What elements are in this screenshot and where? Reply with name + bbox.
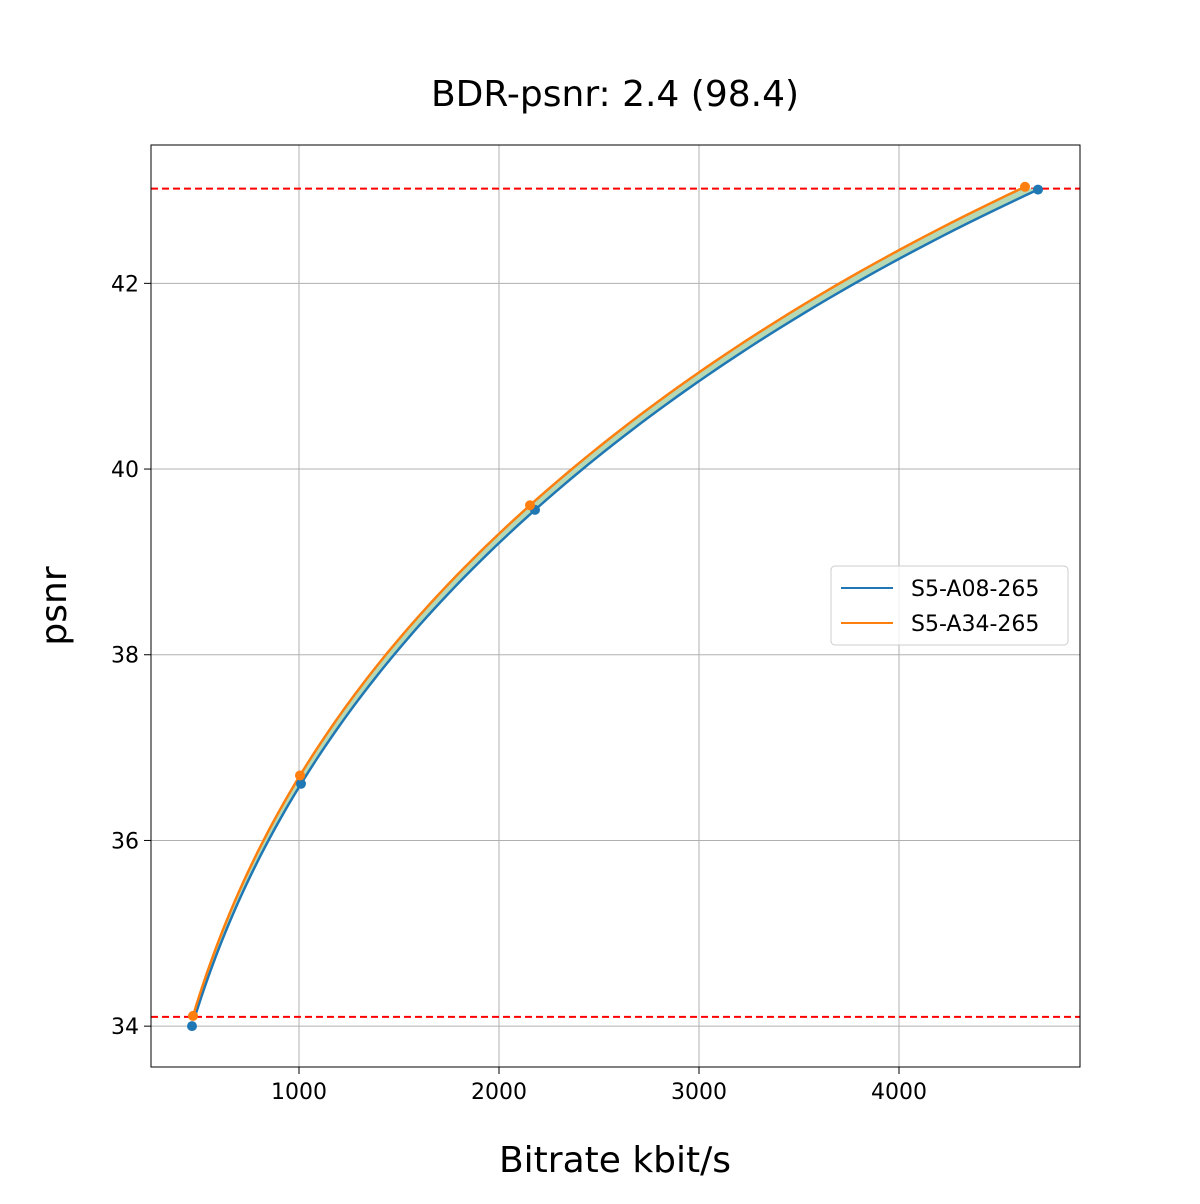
chart-title: BDR-psnr: 2.4 (98.4) [431, 74, 799, 115]
series-line-S5-A08-265 [193, 187, 1041, 1018]
y-tick-label: 34 [111, 1015, 139, 1040]
y-tick-label: 42 [111, 272, 139, 297]
data-point-S5-A08-265 [1033, 184, 1043, 195]
y-tick-label: 40 [111, 458, 139, 483]
legend-label: S5-A34-265 [911, 612, 1039, 637]
legend: S5-A08-265 S5-A34-265 [830, 565, 1069, 646]
y-axis-label: psnr [34, 566, 75, 645]
x-tick-label: 2000 [471, 1080, 527, 1105]
x-axis-label: Bitrate kbit/s [499, 1140, 731, 1181]
legend-box [830, 565, 1069, 646]
data-point-S5-A34-265 [295, 770, 305, 781]
y-tick-label: 38 [111, 644, 139, 669]
data-point-S5-A08-265 [296, 778, 306, 789]
x-tick-label: 4000 [871, 1080, 927, 1105]
legend-label: S5-A08-265 [911, 577, 1039, 602]
x-tick-label: 1000 [271, 1080, 327, 1105]
data-point-S5-A34-265 [188, 1010, 198, 1021]
data-point-S5-A08-265 [187, 1021, 197, 1032]
y-tick-label: 36 [111, 829, 139, 854]
series-line-S5-A34-265 [191, 187, 1022, 1018]
x-tick-label: 3000 [671, 1080, 727, 1105]
plot-frame [150, 144, 1081, 1068]
data-point-S5-A34-265 [525, 500, 535, 511]
data-point-S5-A34-265 [1020, 181, 1030, 192]
